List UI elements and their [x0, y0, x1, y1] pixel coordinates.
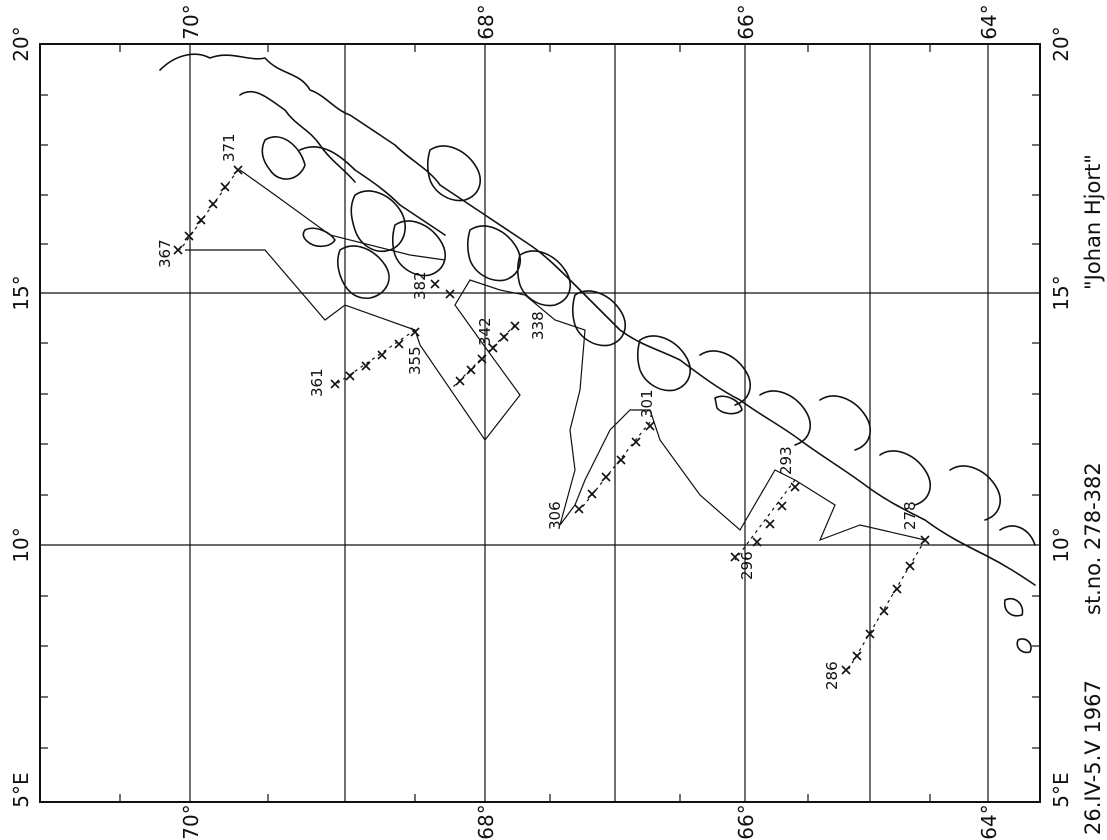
- lon-label-bottom-68: 68°: [474, 804, 498, 839]
- lat-label-right-5: 5°E: [1049, 772, 1073, 807]
- bottom-lon-labels: 70° 68° 66° 64°: [179, 804, 1001, 839]
- caption-vessel-name: "Johan Hjort": [1081, 154, 1105, 290]
- cruise-track: [185, 169, 926, 542]
- lon-label-bottom-70: 70°: [179, 804, 203, 839]
- right-lat-labels: 20° 15° 10° 5°E: [1049, 26, 1073, 807]
- station-label-293: 293: [777, 446, 795, 475]
- station-markers: [173, 165, 930, 675]
- station-series: [179, 169, 926, 671]
- lon-label-top-66: 66°: [734, 4, 758, 39]
- station-label-361: 361: [308, 368, 326, 397]
- station-label-278: 278: [901, 501, 919, 530]
- top-lon-labels: 70° 68° 66° 64°: [179, 4, 1001, 39]
- station-label-342: 342: [476, 317, 494, 346]
- lon-label-top-68: 68°: [474, 4, 498, 39]
- map-caption: "Johan Hjort" "Johan Hjort" st.no. 278-3…: [1081, 154, 1105, 835]
- lat-label-left-5: 5°E: [9, 772, 33, 807]
- station-label-382: 382: [411, 271, 429, 300]
- station-labels: 278 286 293 296 301 306 338 342 355 361 …: [156, 133, 919, 690]
- lon-label-bottom-66: 66°: [734, 804, 758, 839]
- grid: [40, 44, 1040, 802]
- caption-dates: 26.IV-5.V 1967: [1081, 680, 1105, 835]
- lon-label-top-70: 70°: [179, 4, 203, 39]
- lon-label-top-64: 64°: [977, 4, 1001, 39]
- lat-label-right-15: 15°: [1049, 275, 1073, 310]
- lat-label-left-15: 15°: [9, 275, 33, 310]
- station-label-301: 301: [638, 389, 656, 418]
- lon-label-bottom-64: 64°: [977, 804, 1001, 839]
- caption-station-range: st.no. 278-382: [1081, 462, 1105, 615]
- station-label-306: 306: [546, 501, 564, 530]
- lat-label-left-10: 10°: [9, 527, 33, 562]
- map-frame: [39, 43, 1041, 803]
- station-label-371: 371: [220, 133, 238, 162]
- coastline: [159, 53, 1036, 654]
- station-label-296: 296: [738, 551, 756, 580]
- station-label-355: 355: [406, 346, 424, 375]
- lat-label-right-10: 10°: [1049, 527, 1073, 562]
- lat-label-left-20: 20°: [9, 26, 33, 61]
- station-label-367: 367: [156, 239, 174, 268]
- left-lat-labels: 20° 15° 10° 5°E: [9, 26, 33, 807]
- lat-label-right-20: 20°: [1049, 26, 1073, 61]
- station-label-286: 286: [823, 661, 841, 690]
- frame-ticks: [40, 44, 1040, 802]
- station-label-338: 338: [529, 311, 547, 340]
